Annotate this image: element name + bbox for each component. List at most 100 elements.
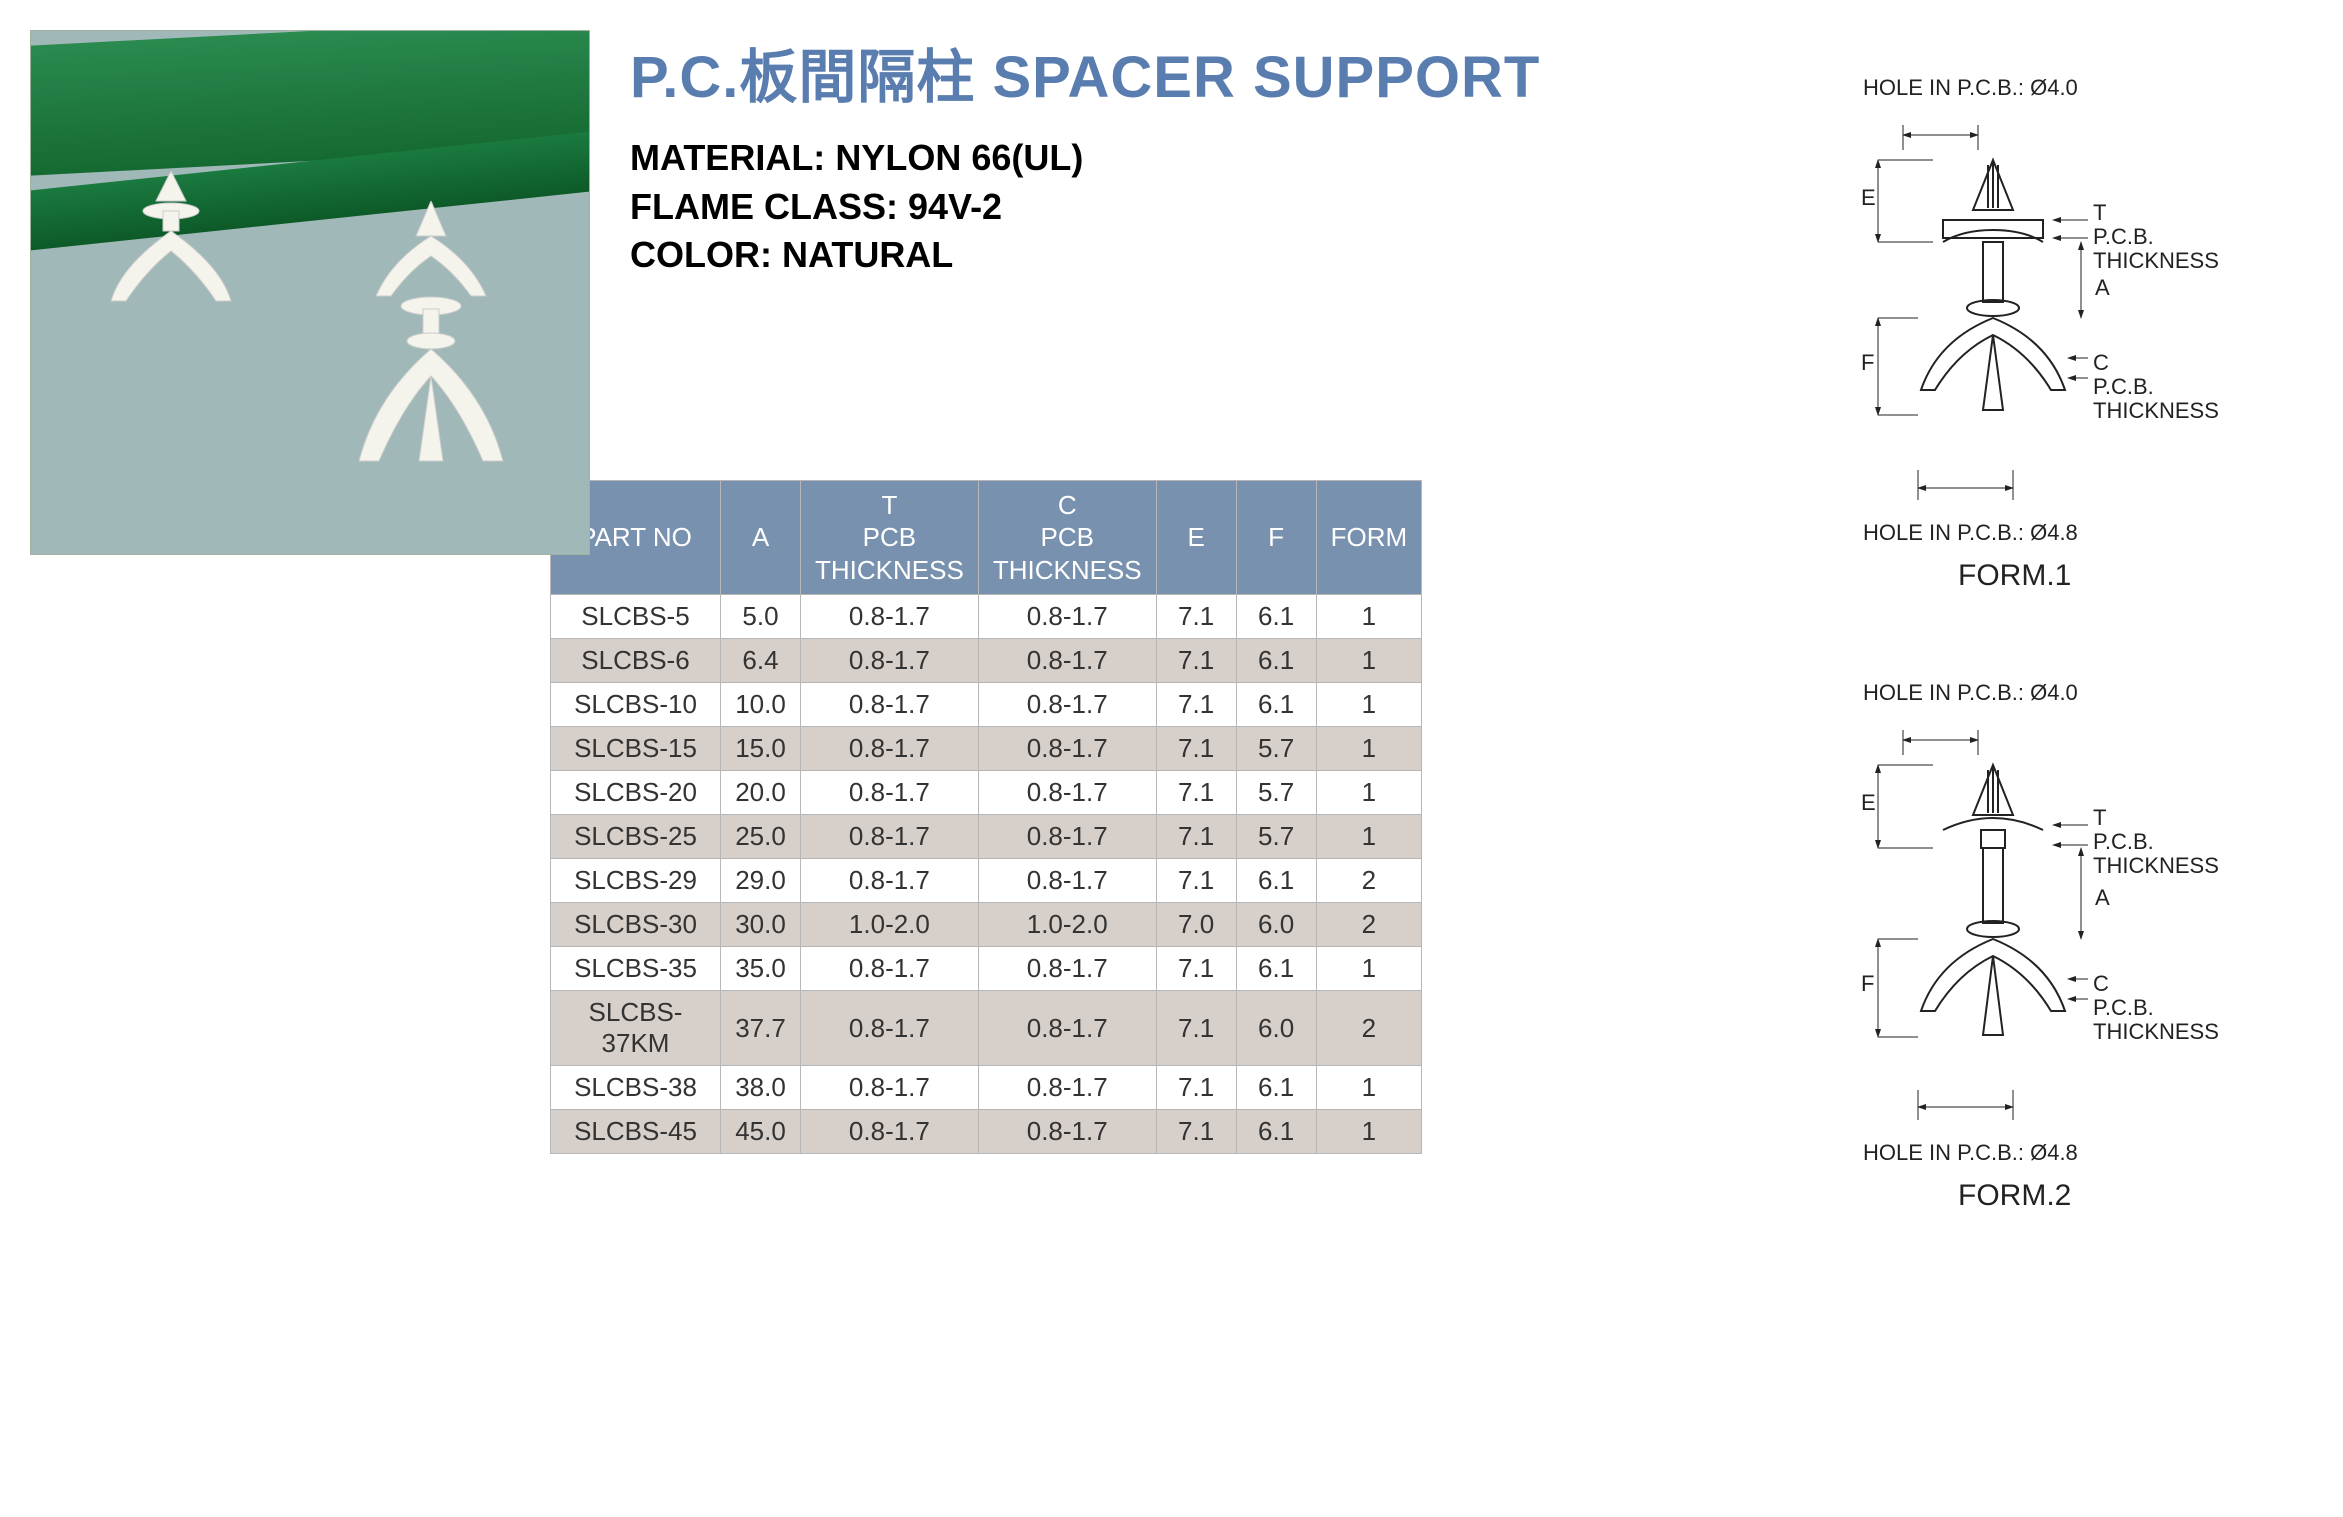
table-cell: 10.0 <box>721 683 801 727</box>
table-cell: 0.8-1.7 <box>801 1110 979 1154</box>
spec-table-head: PART NOATPCBTHICKNESSCPCBTHICKNESSEFFORM <box>551 480 1422 595</box>
form1-top-hole-label: HOLE IN P.C.B.: Ø4.0 <box>1863 75 2078 100</box>
table-cell: 1.0-2.0 <box>801 903 979 947</box>
table-cell: 30.0 <box>721 903 801 947</box>
table-cell: 7.1 <box>1156 947 1236 991</box>
table-cell: SLCBS-25 <box>551 815 721 859</box>
table-cell: 6.1 <box>1236 595 1316 639</box>
table-cell: 7.1 <box>1156 815 1236 859</box>
table-cell: 45.0 <box>721 1110 801 1154</box>
table-cell: SLCBS-6 <box>551 639 721 683</box>
table-cell: 0.8-1.7 <box>978 639 1156 683</box>
table-cell: 0.8-1.7 <box>978 771 1156 815</box>
table-cell: SLCBS-29 <box>551 859 721 903</box>
table-cell: 15.0 <box>721 727 801 771</box>
table-cell: 6.1 <box>1236 683 1316 727</box>
table-cell: 38.0 <box>721 1066 801 1110</box>
form1-c-label: CP.C.B.THICKNESS <box>2093 350 2219 423</box>
table-cell: 0.8-1.7 <box>801 639 979 683</box>
table-cell: SLCBS-20 <box>551 771 721 815</box>
table-cell: 0.8-1.7 <box>801 683 979 727</box>
table-cell: 5.0 <box>721 595 801 639</box>
table-row: SLCBS-2525.00.8-1.70.8-1.77.15.71 <box>551 815 1422 859</box>
form1-svg: HOLE IN P.C.B.: Ø4.0 <box>1843 70 2273 610</box>
form1-caption: FORM.1 <box>1958 559 2071 592</box>
table-cell: 5.7 <box>1236 815 1316 859</box>
table-cell: 5.7 <box>1236 771 1316 815</box>
form2-bottom-hole-label: HOLE IN P.C.B.: Ø4.8 <box>1863 1140 2078 1165</box>
table-row: SLCBS-3535.00.8-1.70.8-1.77.16.11 <box>551 947 1422 991</box>
table-cell: 6.1 <box>1236 1110 1316 1154</box>
table-cell: 6.4 <box>721 639 801 683</box>
table-cell: 1 <box>1316 815 1422 859</box>
spacer-illustration-1 <box>91 171 251 341</box>
table-cell: 0.8-1.7 <box>978 991 1156 1066</box>
table-cell: 7.1 <box>1156 771 1236 815</box>
table-cell: 6.1 <box>1236 859 1316 903</box>
table-cell: 6.1 <box>1236 947 1316 991</box>
table-row: SLCBS-37KM37.70.8-1.70.8-1.77.16.02 <box>551 991 1422 1066</box>
table-row: SLCBS-3030.01.0-2.01.0-2.07.06.02 <box>551 903 1422 947</box>
table-row: SLCBS-55.00.8-1.70.8-1.77.16.11 <box>551 595 1422 639</box>
table-cell: 0.8-1.7 <box>801 991 979 1066</box>
product-photo <box>30 30 590 555</box>
form1-bottom-hole-label: HOLE IN P.C.B.: Ø4.8 <box>1863 520 2078 545</box>
form1-a-label: A <box>2095 275 2110 300</box>
table-cell: 0.8-1.7 <box>801 815 979 859</box>
table-cell: 6.1 <box>1236 1066 1316 1110</box>
spec-table-header-form: FORM <box>1316 480 1422 595</box>
spec-material-label: MATERIAL: <box>630 137 825 178</box>
table-cell: 7.1 <box>1156 639 1236 683</box>
table-row: SLCBS-3838.00.8-1.70.8-1.77.16.11 <box>551 1066 1422 1110</box>
table-cell: 1 <box>1316 595 1422 639</box>
spec-material: MATERIAL: NYLON 66(UL) <box>630 134 1803 183</box>
table-cell: 1 <box>1316 771 1422 815</box>
form2-top-hole-label: HOLE IN P.C.B.: Ø4.0 <box>1863 680 2078 705</box>
table-cell: 6.0 <box>1236 991 1316 1066</box>
table-cell: 6.0 <box>1236 903 1316 947</box>
table-cell: 0.8-1.7 <box>801 771 979 815</box>
spec-flame-value: 94V-2 <box>908 186 1002 227</box>
spec-color: COLOR: NATURAL <box>630 231 1803 280</box>
table-cell: 1.0-2.0 <box>978 903 1156 947</box>
spec-material-value: NYLON 66(UL) <box>835 137 1083 178</box>
table-cell: 0.8-1.7 <box>978 727 1156 771</box>
table-cell: 7.1 <box>1156 859 1236 903</box>
form1-t-label: TP.C.B.THICKNESS <box>2093 200 2219 273</box>
table-cell: 7.1 <box>1156 1066 1236 1110</box>
form2-svg: HOLE IN P.C.B.: Ø4.0 E <box>1843 675 2273 1235</box>
table-cell: 6.1 <box>1236 639 1316 683</box>
table-cell: 1 <box>1316 1066 1422 1110</box>
table-cell: 0.8-1.7 <box>801 859 979 903</box>
table-cell: SLCBS-45 <box>551 1110 721 1154</box>
table-cell: SLCBS-10 <box>551 683 721 727</box>
spacer-illustration-2 <box>331 201 531 521</box>
table-cell: 1 <box>1316 727 1422 771</box>
spec-flame: FLAME CLASS: 94V-2 <box>630 183 1803 232</box>
table-cell: 7.1 <box>1156 727 1236 771</box>
table-cell: 2 <box>1316 991 1422 1066</box>
table-cell: 7.0 <box>1156 903 1236 947</box>
table-cell: 1 <box>1316 1110 1422 1154</box>
spec-flame-label: FLAME CLASS: <box>630 186 898 227</box>
page-title: P.C.板間隔柱 SPACER SUPPORT <box>630 30 1803 114</box>
table-cell: 1 <box>1316 639 1422 683</box>
table-cell: SLCBS-37KM <box>551 991 721 1066</box>
form2-f-label: F <box>1861 971 1874 996</box>
table-cell: 0.8-1.7 <box>978 947 1156 991</box>
table-cell: 1 <box>1316 683 1422 727</box>
table-cell: 7.1 <box>1156 991 1236 1066</box>
table-cell: 0.8-1.7 <box>978 1110 1156 1154</box>
table-cell: 29.0 <box>721 859 801 903</box>
table-row: SLCBS-1010.00.8-1.70.8-1.77.16.11 <box>551 683 1422 727</box>
table-cell: SLCBS-15 <box>551 727 721 771</box>
spec-table-header-c: CPCBTHICKNESS <box>978 480 1156 595</box>
table-cell: 7.1 <box>1156 595 1236 639</box>
table-cell: 0.8-1.7 <box>978 683 1156 727</box>
table-cell: 2 <box>1316 859 1422 903</box>
table-cell: 0.8-1.7 <box>801 595 979 639</box>
table-row: SLCBS-2929.00.8-1.70.8-1.77.16.12 <box>551 859 1422 903</box>
table-cell: 7.1 <box>1156 683 1236 727</box>
table-cell: 0.8-1.7 <box>978 815 1156 859</box>
table-row: SLCBS-4545.00.8-1.70.8-1.77.16.11 <box>551 1110 1422 1154</box>
